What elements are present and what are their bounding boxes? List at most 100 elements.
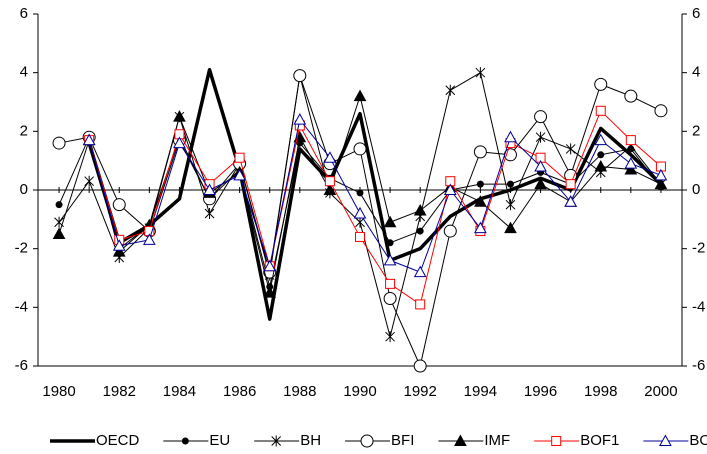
marker (413, 359, 427, 373)
marker (475, 67, 486, 79)
marker (55, 201, 63, 209)
x-tick-label: 1992 (403, 383, 436, 400)
marker (597, 151, 605, 159)
x-tick-label: 1990 (343, 383, 376, 400)
legend-label: BH (300, 432, 321, 449)
marker (624, 157, 638, 169)
y-tick-label: -2 (15, 240, 28, 257)
marker (534, 159, 547, 172)
marker (383, 215, 397, 228)
y2-tick-label: -4 (692, 298, 705, 315)
series-line (87, 67, 663, 321)
marker (624, 162, 638, 175)
marker (52, 227, 66, 239)
marker (416, 227, 424, 235)
marker (654, 104, 668, 118)
y2-tick-label: -2 (692, 240, 705, 257)
marker (594, 77, 608, 91)
marker (323, 183, 337, 195)
x-tick-label: 1988 (283, 383, 316, 400)
marker (654, 177, 668, 190)
marker (263, 286, 277, 298)
x-tick-label: 1984 (163, 383, 196, 400)
legend-item: BOF2 (643, 432, 707, 449)
x-tick-label: 1996 (524, 383, 557, 400)
marker (504, 130, 517, 143)
marker (415, 299, 426, 310)
x-tick-label: 2000 (644, 383, 677, 400)
y2-tick-label: 2 (692, 122, 700, 139)
marker (293, 69, 307, 83)
marker (181, 437, 189, 445)
y2-tick-label: 4 (692, 64, 700, 81)
y-tick-label: 6 (20, 5, 28, 22)
series-line (88, 119, 662, 273)
legend: OECD EU BH BFI IMF BOF1 BOF2 (50, 432, 707, 449)
marker (474, 221, 487, 234)
marker (204, 207, 215, 219)
marker (564, 195, 577, 207)
marker (474, 195, 487, 207)
x-tick-label: 1982 (103, 383, 136, 400)
legend-label: BFI (391, 432, 414, 449)
series-line (88, 110, 662, 305)
y-tick-label: -6 (15, 357, 28, 374)
marker (356, 189, 364, 197)
marker (413, 265, 427, 278)
marker (535, 131, 546, 143)
marker (659, 434, 672, 446)
marker (505, 199, 516, 211)
marker (506, 180, 514, 188)
marker (625, 135, 636, 146)
legend-label: IMF (484, 432, 510, 449)
y2-tick-label: 6 (692, 5, 700, 22)
marker (413, 203, 427, 216)
marker (594, 159, 608, 172)
marker (293, 113, 307, 125)
marker (360, 434, 374, 448)
marker (271, 435, 282, 447)
marker (534, 177, 547, 190)
marker (84, 175, 95, 187)
marker (654, 168, 668, 181)
marker (112, 239, 126, 251)
legend-label: EU (209, 432, 230, 449)
marker (323, 151, 337, 163)
marker (565, 143, 576, 155)
marker (443, 183, 457, 195)
marker (386, 239, 394, 247)
legend-item: BOF1 (534, 432, 619, 449)
legend-item: OECD (50, 432, 140, 449)
marker (233, 168, 246, 181)
marker (476, 180, 484, 188)
y2-tick-label: 0 (692, 181, 700, 198)
marker (353, 206, 367, 219)
marker (324, 176, 335, 187)
marker (534, 110, 548, 124)
marker (54, 216, 64, 228)
marker (383, 253, 397, 266)
y-tick-label: 2 (20, 122, 28, 139)
marker (445, 84, 456, 96)
x-tick-label: 1980 (42, 383, 75, 400)
marker (353, 142, 367, 156)
y-tick-label: -4 (15, 298, 28, 315)
marker (355, 231, 365, 242)
legend-item: IMF (438, 432, 510, 449)
marker (385, 278, 396, 289)
marker (594, 133, 608, 146)
marker (52, 136, 66, 150)
marker (203, 183, 216, 195)
marker (143, 233, 156, 245)
x-tick-label: 1998 (584, 383, 617, 400)
y-tick-label: 4 (20, 64, 28, 81)
marker (624, 89, 638, 103)
legend-label: OECD (96, 432, 140, 449)
marker (443, 224, 457, 238)
marker (112, 245, 126, 257)
marker (595, 105, 606, 116)
legend-item: EU (163, 432, 230, 449)
y-tick-label: 0 (20, 181, 28, 198)
legend-label: BOF1 (580, 432, 619, 449)
